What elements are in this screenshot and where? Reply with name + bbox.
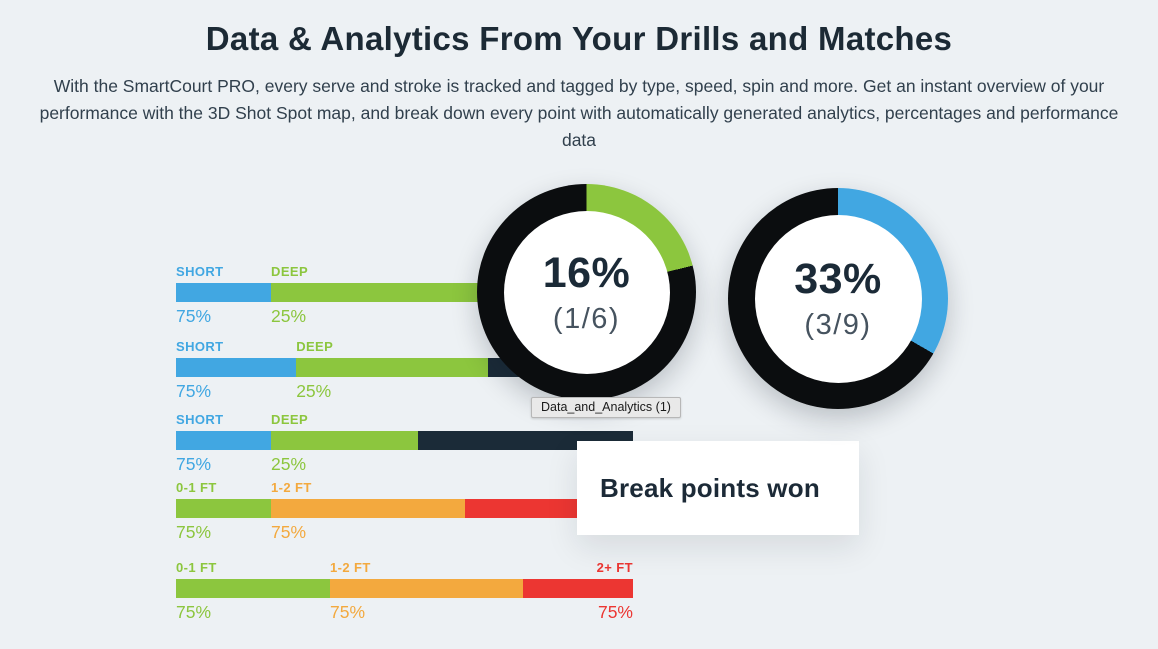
donut-chart-1: 16% (1/6)	[477, 184, 696, 400]
bar-value: 75%	[176, 522, 212, 542]
bar-segment-label: SHORT	[176, 264, 224, 279]
bar-segment	[271, 283, 490, 302]
bar-segment-label: 0-1 FT	[176, 560, 217, 575]
bar-row-values: 75% 25%	[176, 454, 633, 474]
donut-center-2: 33% (3/9)	[754, 214, 922, 383]
bar-segment	[176, 283, 272, 302]
bar-row: SHORT DEEP 75% 25%	[176, 412, 633, 474]
bar-segment-label: DEEP	[271, 412, 309, 427]
bar-segment	[522, 579, 633, 598]
donut-percent-label: 16%	[542, 248, 631, 297]
bar-row-labels: SHORT DEEP	[176, 264, 633, 280]
donut-fraction-label: (1/6)	[552, 302, 621, 335]
bar-segment-label: SHORT	[176, 412, 224, 427]
bar-value: 75%	[330, 602, 366, 622]
bar-value: 75%	[176, 381, 212, 401]
bar-segment	[176, 358, 297, 377]
page-subtitle: With the SmartCourt PRO, every serve and…	[39, 76, 1119, 150]
bar-value: 25%	[271, 306, 307, 326]
bar-value: 25%	[296, 381, 332, 401]
bar-segment	[176, 499, 272, 518]
bar-track	[176, 579, 633, 598]
bar-row-values: 75% 75%	[176, 522, 633, 542]
bar-track	[176, 431, 633, 450]
bar-segment	[271, 431, 419, 450]
donut-percent-label: 33%	[794, 255, 882, 303]
bar-value: 75%	[176, 306, 212, 326]
bar-segment	[271, 499, 466, 518]
donut-center-1: 16% (1/6)	[503, 210, 670, 374]
bar-row-labels: SHORT DEEP	[176, 412, 633, 428]
bar-segment-label: 0-1 FT	[176, 480, 217, 495]
bar-row-values: 75% 75% 75%	[176, 602, 633, 622]
bar-segment	[176, 431, 272, 450]
break-points-card: Break points won	[577, 441, 859, 535]
bar-segment-label: 1-2 FT	[271, 480, 312, 495]
bar-segment	[296, 358, 489, 377]
bar-segment	[176, 579, 330, 598]
bar-row: 0-1 FT 1-2 FT 2+ FT 75% 75% 75%	[176, 560, 633, 622]
bar-row: SHORT DEEP 75% 25%	[176, 339, 633, 401]
donut-chart-2: 33% (3/9)	[728, 188, 948, 409]
donut-fraction-label: (3/9)	[804, 309, 872, 341]
bar-segment-label: DEEP	[271, 264, 309, 279]
bar-segment-label: 1-2 FT	[330, 560, 371, 575]
bar-row-values: 75% 25%	[176, 381, 633, 401]
bar-row-values: 75% 25%	[176, 306, 633, 326]
bar-row: 0-1 FT 1-2 FT 75% 75%	[176, 480, 633, 542]
filename-tooltip: Data_and_Analytics (1)	[531, 397, 681, 418]
bar-row: SHORT DEEP 75% 25%	[176, 264, 633, 326]
bar-value: 25%	[271, 454, 307, 474]
bar-segment-label: DEEP	[296, 339, 334, 354]
bar-value: 75%	[176, 602, 212, 622]
bar-segment-label: 2+ FT	[596, 560, 633, 575]
bar-row-labels: 0-1 FT 1-2 FT	[176, 480, 633, 496]
bar-row-labels: SHORT DEEP	[176, 339, 633, 355]
bar-segment-label: SHORT	[176, 339, 224, 354]
break-points-card-label: Break points won	[600, 472, 820, 503]
bar-value: 75%	[597, 602, 633, 622]
bar-segment	[330, 579, 523, 598]
bar-track	[176, 499, 633, 518]
bar-value: 75%	[176, 454, 212, 474]
bar-row-labels: 0-1 FT 1-2 FT 2+ FT	[176, 560, 633, 576]
bar-value: 75%	[271, 522, 307, 542]
page-title: Data & Analytics From Your Drills and Ma…	[205, 20, 953, 57]
